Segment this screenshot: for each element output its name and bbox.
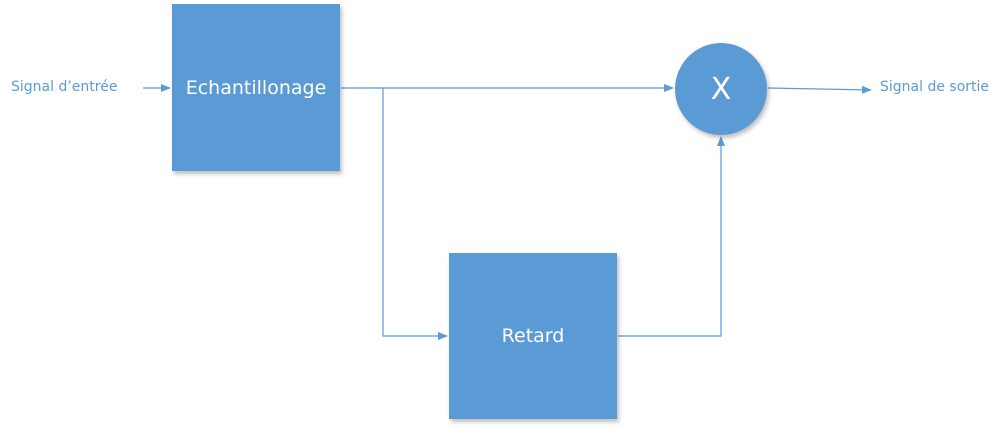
multiplier-symbol: X bbox=[710, 71, 732, 107]
output-signal-label: Signal de sortie bbox=[880, 79, 990, 95]
sampling-block-label: Echantillonage bbox=[185, 76, 327, 99]
arrow-multiplier-to-output bbox=[767, 85, 872, 94]
delay-block: Retard bbox=[449, 253, 617, 419]
input-signal-label: Signal d’entrée bbox=[11, 79, 118, 95]
arrow-delay-to-multiplier bbox=[618, 136, 725, 337]
arrow-branch-to-delay bbox=[382, 88, 448, 340]
sampling-block: Echantillonage bbox=[172, 4, 340, 171]
multiplier-node: X bbox=[675, 43, 767, 135]
delay-block-label: Retard bbox=[501, 325, 565, 347]
